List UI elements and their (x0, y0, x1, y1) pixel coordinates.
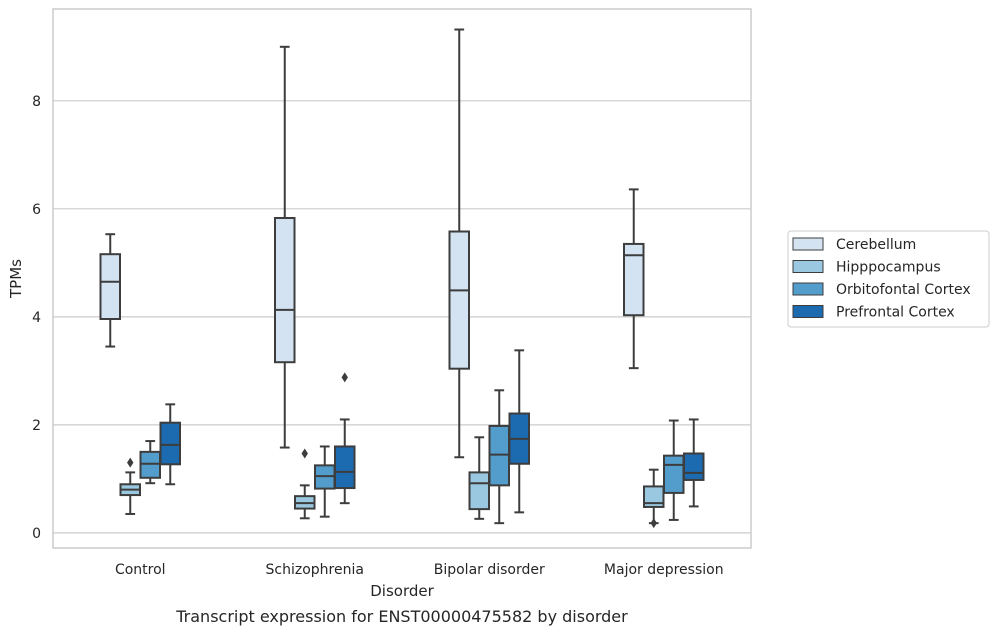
legend-item: Cerebellum (792, 237, 916, 253)
y-tick-label: 8 (32, 94, 41, 110)
box-mark (99, 233, 121, 348)
box-mark (139, 440, 161, 485)
box-iqr (448, 230, 470, 370)
box-mark (623, 188, 645, 370)
box-iqr (623, 242, 645, 317)
legend-label: Prefrontal Cortex (836, 305, 955, 321)
y-tick-label: 4 (32, 310, 41, 326)
series-cerebellum (99, 28, 645, 459)
box-mark (294, 448, 316, 520)
box-iqr (139, 450, 161, 479)
legend-swatch (792, 305, 824, 318)
box-mark (314, 445, 336, 518)
outlier-point (127, 457, 134, 468)
legend-swatch (792, 260, 824, 273)
series-hipppocampus (119, 436, 665, 529)
box-iqr (99, 253, 121, 321)
plot-frame (52, 8, 752, 549)
x-tick-labels: Control Schizophrenia Bipolar disorder Majo… (115, 562, 724, 578)
outlier-point (650, 518, 657, 529)
legend-swatch (792, 282, 824, 296)
box-mark (488, 389, 510, 525)
box-iqr (683, 452, 705, 481)
box-marks (99, 28, 705, 529)
box-iqr (159, 421, 181, 466)
box-iqr (468, 471, 490, 511)
x-tick-label: Bipolar disorder (434, 562, 545, 578)
box-mark (508, 349, 530, 514)
legend-item: Prefrontal Cortex (792, 305, 955, 321)
box-mark (274, 45, 296, 449)
y-tick-label: 6 (32, 202, 41, 218)
box-iqr (274, 217, 296, 364)
legend-label: Hipppocampus (836, 260, 941, 276)
legend-label: Orbitofontal Cortex (836, 282, 971, 298)
box-mark (119, 457, 141, 515)
legend-item: Orbitofontal Cortex (792, 282, 971, 298)
box-mark (663, 419, 685, 521)
box-mark (334, 372, 356, 505)
box-mark (159, 403, 181, 486)
legend-frame (787, 230, 990, 328)
legend: Cerebellum Hipppocampus Orbitofontal Corte… (787, 230, 990, 328)
legend-item: Hipppocampus (792, 260, 941, 276)
x-axis-label: Disorder (370, 582, 434, 600)
box-mark (683, 418, 705, 508)
series-prefrontal-cortex (159, 349, 705, 514)
outlier-point (341, 372, 348, 383)
outlier-point (301, 448, 308, 459)
box-mark (448, 28, 470, 459)
y-axis-label: TPMs (7, 259, 25, 299)
x-tick-label: Major depression (604, 562, 724, 578)
box-iqr (334, 445, 356, 490)
box-mark (468, 436, 490, 520)
y-tick-labels: 0 2 4 6 8 (32, 94, 41, 542)
chart-title: Transcript expression for ENST0000047558… (175, 607, 628, 626)
box-iqr (663, 454, 685, 494)
series-orbitofontal-cortex (139, 389, 685, 525)
y-tick-label: 2 (32, 418, 41, 434)
x-tick-label: Schizophrenia (266, 562, 364, 578)
legend-swatch (792, 237, 824, 251)
box-mark (643, 468, 665, 529)
box-iqr (643, 485, 665, 508)
legend-label: Cerebellum (836, 237, 916, 253)
box-iqr (488, 424, 510, 487)
y-tick-label: 0 (32, 526, 41, 542)
x-tick-label: Control (115, 562, 166, 578)
